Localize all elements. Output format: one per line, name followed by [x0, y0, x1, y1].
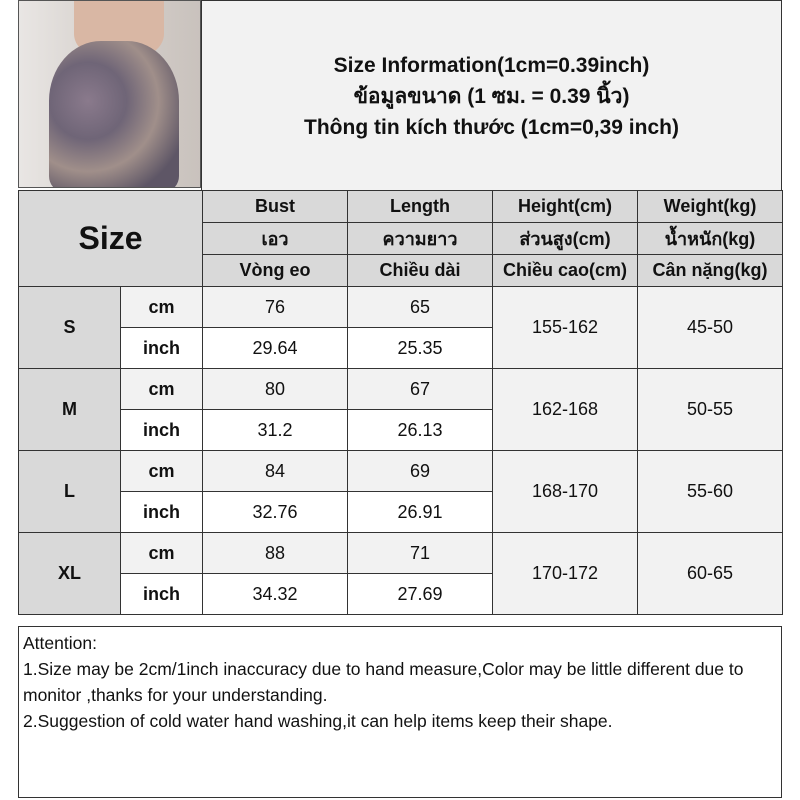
- header-height-thai: ส่วนสูง(cm): [492, 222, 638, 255]
- header-length-thai: ความยาว: [347, 222, 493, 255]
- bust-cm: 76: [202, 286, 348, 328]
- bust-inch: 34.32: [202, 573, 348, 615]
- header-weight-vietnamese: Cân nặng(kg): [637, 254, 783, 287]
- bust-inch: 29.64: [202, 327, 348, 369]
- header-bust: Bust: [202, 190, 348, 223]
- photo-dress: [49, 41, 179, 187]
- size-label: M: [18, 368, 121, 451]
- height-range: 162-168: [492, 368, 638, 451]
- unit-cm: cm: [120, 286, 203, 328]
- unit-inch: inch: [120, 573, 203, 615]
- bust-inch: 32.76: [202, 491, 348, 533]
- title-vietnamese: Thông tin kích thước (1cm=0,39 inch): [304, 115, 679, 139]
- unit-inch: inch: [120, 491, 203, 533]
- size-label: S: [18, 286, 121, 369]
- bust-inch: 31.2: [202, 409, 348, 451]
- unit-inch: inch: [120, 327, 203, 369]
- weight-range: 60-65: [637, 532, 783, 615]
- bust-cm: 88: [202, 532, 348, 574]
- attention-heading: Attention:: [23, 633, 97, 653]
- weight-range: 55-60: [637, 450, 783, 533]
- height-range: 170-172: [492, 532, 638, 615]
- length-inch: 26.91: [347, 491, 493, 533]
- size-info-title: Size Information(1cm=0.39inch) ข้อมูลขนา…: [201, 0, 782, 192]
- length-cm: 69: [347, 450, 493, 492]
- header-height: Height(cm): [492, 190, 638, 223]
- table-row-inch: inch 31.2 26.13: [19, 409, 783, 451]
- unit-cm: cm: [120, 532, 203, 574]
- unit-cm: cm: [120, 450, 203, 492]
- header-bust-thai: เอว: [202, 222, 348, 255]
- header-length: Length: [347, 190, 493, 223]
- attention-notes: Attention: 1.Size may be 2cm/1inch inacc…: [18, 626, 782, 798]
- size-label: L: [18, 450, 121, 533]
- bust-cm: 80: [202, 368, 348, 410]
- size-label: XL: [18, 532, 121, 615]
- weight-range: 50-55: [637, 368, 783, 451]
- header-length-vietnamese: Chiều dài: [347, 254, 493, 287]
- length-inch: 25.35: [347, 327, 493, 369]
- length-cm: 65: [347, 286, 493, 328]
- table-row-inch: inch 32.76 26.91: [19, 491, 783, 533]
- attention-note-2: 2.Suggestion of cold water hand washing,…: [23, 711, 613, 731]
- length-cm: 67: [347, 368, 493, 410]
- height-range: 168-170: [492, 450, 638, 533]
- length-inch: 26.13: [347, 409, 493, 451]
- size-table: Size Bust Length Height(cm) Weight(kg) เ…: [18, 190, 783, 615]
- unit-inch: inch: [120, 409, 203, 451]
- table-row-inch: inch 34.32 27.69: [19, 573, 783, 615]
- length-cm: 71: [347, 532, 493, 574]
- unit-cm: cm: [120, 368, 203, 410]
- weight-range: 45-50: [637, 286, 783, 369]
- length-inch: 27.69: [347, 573, 493, 615]
- attention-note-1: 1.Size may be 2cm/1inch inaccuracy due t…: [23, 659, 744, 705]
- size-header: Size: [18, 190, 203, 287]
- header-bust-vietnamese: Vòng eo: [202, 254, 348, 287]
- table-row-inch: inch 29.64 25.35: [19, 327, 783, 369]
- title-thai: ข้อมูลขนาด (1 ซม. = 0.39 นิ้ว): [353, 84, 630, 108]
- header-weight: Weight(kg): [637, 190, 783, 223]
- title-english: Size Information(1cm=0.39inch): [333, 53, 650, 77]
- header-height-vietnamese: Chiều cao(cm): [492, 254, 638, 287]
- header-weight-thai: น้ำหนัก(kg): [637, 222, 783, 255]
- height-range: 155-162: [492, 286, 638, 369]
- bust-cm: 84: [202, 450, 348, 492]
- product-photo: [18, 0, 201, 188]
- table-row-cm: XL cm 88 71 170-172 60-65: [18, 532, 783, 615]
